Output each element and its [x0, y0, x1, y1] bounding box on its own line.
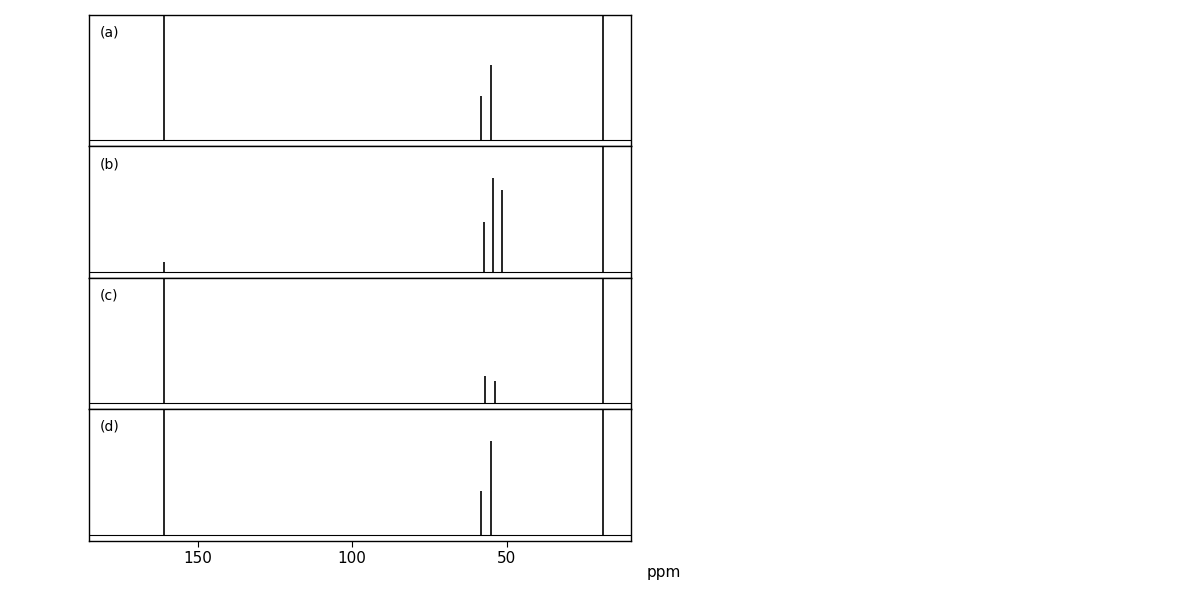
Text: (d): (d)	[100, 420, 120, 434]
Text: (c): (c)	[100, 288, 119, 302]
Text: (a): (a)	[100, 25, 119, 40]
Text: (b): (b)	[100, 157, 120, 171]
Text: ppm: ppm	[647, 564, 682, 579]
